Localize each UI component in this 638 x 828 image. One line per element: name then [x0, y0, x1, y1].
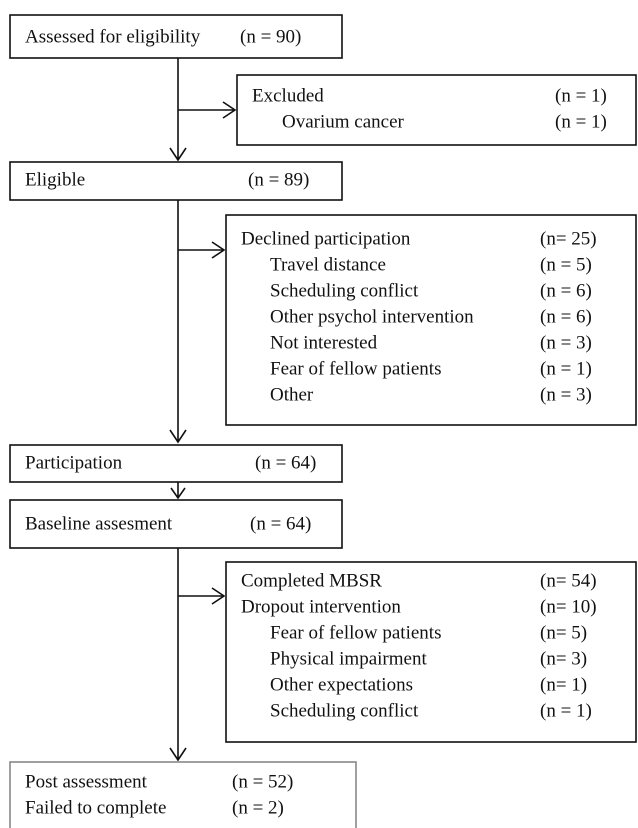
arrow [170, 482, 186, 500]
node-count: (n = 3) [540, 332, 592, 353]
node-count: (n= 3) [540, 648, 587, 669]
node-count: (n = 5) [540, 254, 592, 275]
node-box [9, 14, 343, 59]
node-count: (n= 54) [540, 570, 597, 591]
node-box [9, 444, 343, 483]
node-count: (n = 1) [555, 85, 607, 106]
node-label: Failed to complete [25, 797, 166, 818]
node-count: (n = 6) [540, 306, 592, 327]
node-count: (n= 5) [540, 622, 587, 643]
node-label: Other psychol intervention [270, 306, 474, 327]
node-label: Assessed for eligibility [25, 26, 201, 47]
node-count: (n = 52) [232, 771, 293, 792]
arrow [169, 548, 187, 762]
node-label: Eligible [25, 169, 85, 190]
node-box [225, 561, 637, 743]
node-count: (n = 6) [540, 280, 592, 301]
node-label: Participation [25, 452, 123, 473]
node-label: Other expectations [270, 674, 413, 695]
node-label: Baseline assesment [25, 513, 173, 534]
node-count: (n = 64) [255, 452, 316, 473]
node-label: Travel distance [270, 254, 386, 275]
arrow [169, 200, 187, 444]
node-label: Scheduling conflict [270, 280, 419, 301]
node-box [225, 214, 637, 426]
node-count: (n= 10) [540, 596, 597, 617]
node-box [9, 761, 357, 828]
node-label: Physical impairment [270, 648, 427, 669]
node-count: (n= 25) [540, 228, 597, 249]
node-label: Post assessment [25, 771, 148, 792]
node-label: Fear of fellow patients [270, 358, 441, 379]
node-box [9, 161, 343, 201]
node-count: (n = 1) [555, 111, 607, 132]
arrow [178, 587, 226, 605]
node-label: Other [270, 384, 314, 405]
node-label: Not interested [270, 332, 378, 353]
node-count: (n= 1) [540, 674, 587, 695]
node-count: (n = 3) [540, 384, 592, 405]
node-count: (n = 89) [248, 169, 309, 190]
node-count: (n = 64) [250, 513, 311, 534]
arrow [178, 241, 226, 259]
node-count: (n = 1) [540, 700, 592, 721]
arrow [169, 58, 187, 162]
node-label: Completed MBSR [241, 570, 382, 591]
node-label: Declined participation [241, 228, 411, 249]
node-label: Fear of fellow patients [270, 622, 441, 643]
node-count: (n = 90) [240, 26, 301, 47]
arrow [178, 101, 237, 119]
node-label: Dropout intervention [241, 596, 401, 617]
node-box [9, 499, 343, 549]
connectors [169, 58, 237, 762]
node-count: (n = 2) [232, 797, 284, 818]
node-label: Excluded [252, 85, 324, 106]
node-label: Ovarium cancer [282, 111, 405, 132]
node-label: Scheduling conflict [270, 700, 419, 721]
node-box [236, 74, 637, 146]
node-count: (n = 1) [540, 358, 592, 379]
